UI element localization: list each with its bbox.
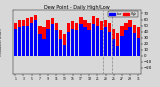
- Bar: [34, 19, 37, 56]
- Bar: [88, 23, 91, 56]
- Bar: [79, 24, 83, 56]
- Bar: [112, 29, 115, 56]
- Bar: [18, 27, 21, 56]
- Text: Milwaukee, shown: Milwaukee, shown: [0, 28, 3, 56]
- Bar: [79, 17, 83, 56]
- Bar: [46, 19, 50, 56]
- Bar: [30, 23, 33, 56]
- Bar: [26, 18, 29, 56]
- Bar: [38, 26, 41, 56]
- Bar: [22, 20, 25, 56]
- Bar: [96, 26, 99, 56]
- Bar: [34, 15, 37, 56]
- Bar: [112, 39, 115, 56]
- Bar: [55, 23, 58, 56]
- Bar: [104, 27, 107, 56]
- Bar: [83, 19, 87, 56]
- Legend: Low, High: Low, High: [108, 11, 138, 17]
- Bar: [92, 24, 95, 56]
- Bar: [88, 30, 91, 56]
- Title: Dew Point - Daily High/Low: Dew Point - Daily High/Low: [44, 5, 110, 10]
- Bar: [26, 26, 29, 56]
- Bar: [51, 18, 54, 56]
- Bar: [63, 34, 66, 56]
- Bar: [120, 36, 124, 56]
- Bar: [51, 24, 54, 56]
- Bar: [92, 17, 95, 56]
- Bar: [116, 33, 120, 56]
- Bar: [14, 23, 17, 56]
- Bar: [67, 32, 70, 56]
- Bar: [108, 23, 111, 56]
- Bar: [63, 45, 66, 56]
- Bar: [108, 32, 111, 56]
- Bar: [14, 29, 17, 56]
- Bar: [38, 34, 41, 56]
- Bar: [133, 25, 136, 56]
- Bar: [120, 26, 124, 56]
- Bar: [137, 27, 140, 56]
- Bar: [100, 30, 103, 56]
- Bar: [96, 18, 99, 56]
- Bar: [59, 30, 62, 56]
- Bar: [18, 19, 21, 56]
- Bar: [104, 19, 107, 56]
- Bar: [46, 29, 50, 56]
- Bar: [71, 21, 74, 56]
- Bar: [128, 19, 132, 56]
- Bar: [55, 30, 58, 56]
- Bar: [137, 38, 140, 56]
- Bar: [59, 39, 62, 56]
- Bar: [133, 33, 136, 56]
- Bar: [128, 27, 132, 56]
- Bar: [124, 23, 128, 56]
- Bar: [42, 39, 46, 56]
- Bar: [22, 26, 25, 56]
- Bar: [100, 21, 103, 56]
- Bar: [71, 29, 74, 56]
- Bar: [30, 17, 33, 56]
- Bar: [75, 30, 78, 56]
- Bar: [75, 23, 78, 56]
- Bar: [67, 23, 70, 56]
- Bar: [116, 46, 120, 56]
- Bar: [83, 27, 87, 56]
- Bar: [42, 27, 46, 56]
- Bar: [124, 30, 128, 56]
